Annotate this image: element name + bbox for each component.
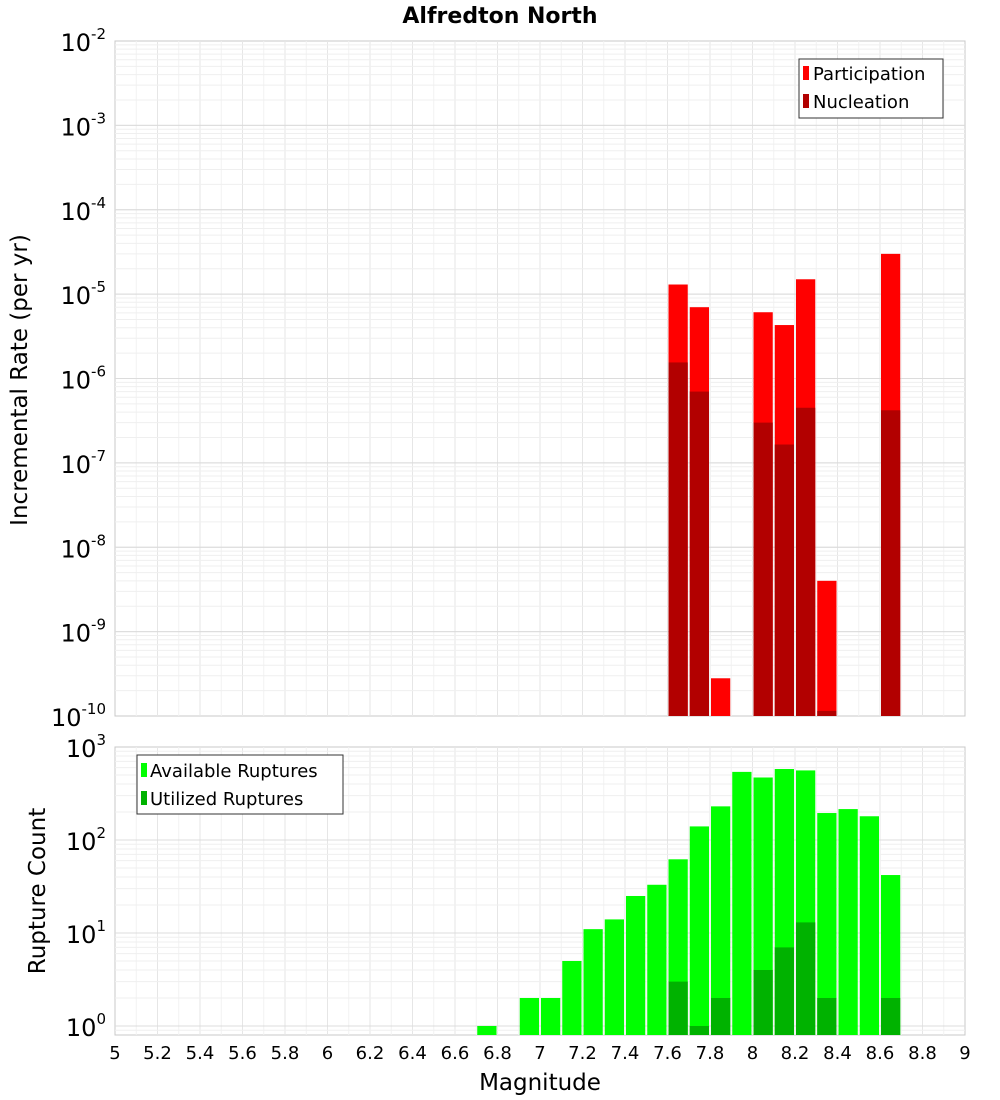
x-tick-label: 9 — [959, 1043, 970, 1064]
bottom-bar-available-ruptures — [477, 1025, 497, 1035]
x-axis-label: Magnitude — [479, 1070, 601, 1096]
utilized-ruptures-legend-label: Utilized Ruptures — [150, 789, 303, 810]
participation-legend-label: Participation — [813, 64, 925, 85]
top-bar-participation — [817, 580, 837, 716]
x-tick-label: 7.8 — [696, 1043, 725, 1064]
bottom-y-tick-label: 101 — [66, 917, 106, 949]
top-y-tick-label: 10-9 — [60, 616, 106, 648]
participation-legend-swatch — [803, 66, 809, 80]
top-y-tick-label: 10-10 — [51, 700, 106, 732]
top-y-tick-label: 10-5 — [60, 278, 106, 310]
x-tick-label: 6.4 — [398, 1043, 427, 1064]
top-grid — [115, 41, 965, 716]
top-y-tick-label: 10-8 — [60, 531, 106, 563]
bottom-bar-available-ruptures — [711, 806, 731, 1035]
x-tick-label: 5.2 — [143, 1043, 172, 1064]
bottom-bar-available-ruptures — [838, 809, 858, 1035]
bottom-bar-available-ruptures — [817, 813, 837, 1035]
top-bar-nucleation — [796, 407, 816, 716]
x-tick-label: 5.4 — [186, 1043, 215, 1064]
top-y-tick-label: 10-4 — [60, 194, 106, 226]
top-y-axis-label: Incremental Rate (per yr) — [7, 234, 33, 526]
bottom-y-tick-label: 100 — [66, 1010, 106, 1042]
bottom-bar-utilized-ruptures — [689, 1025, 709, 1035]
x-tick-label: 7 — [534, 1043, 545, 1064]
top-bar-nucleation — [668, 362, 688, 716]
x-tick-label: 6.6 — [441, 1043, 470, 1064]
rupture-count-panel: 100 101 102 103 Rupture Count Available Rup… — [25, 731, 971, 1096]
bottom-bar-utilized-ruptures — [774, 947, 794, 1035]
bottom-bar-available-ruptures — [881, 875, 901, 1035]
bottom-bar-available-ruptures — [604, 919, 624, 1035]
nucleation-legend-label: Nucleation — [813, 92, 909, 113]
participation-nucleation-panel: 10-10 10-9 10-8 10-7 10-6 10-5 10-4 10-3 10-2 In… — [7, 25, 966, 732]
bottom-bar-available-ruptures — [859, 816, 879, 1035]
top-bar-nucleation — [753, 422, 773, 716]
available-ruptures-legend-swatch — [141, 763, 147, 777]
top-bar-nucleation — [817, 710, 837, 716]
x-tick-label: 7.2 — [568, 1043, 597, 1064]
available-ruptures-legend-label: Available Ruptures — [150, 761, 318, 782]
x-tick-label: 7.6 — [653, 1043, 682, 1064]
bottom-bar-available-ruptures — [732, 771, 752, 1035]
bottom-bar-utilized-ruptures — [881, 997, 901, 1035]
top-bar-nucleation — [881, 410, 901, 716]
x-tick-label: 8.2 — [781, 1043, 810, 1064]
bottom-bar-utilized-ruptures — [817, 997, 837, 1035]
top-bar-participation — [711, 678, 731, 716]
x-tick-label: 8.4 — [823, 1043, 852, 1064]
top-bar-nucleation — [689, 391, 709, 716]
bottom-bar-available-ruptures — [626, 895, 646, 1035]
top-bars — [668, 253, 901, 716]
bottom-bar-utilized-ruptures — [668, 981, 688, 1035]
x-tick-label: 6.8 — [483, 1043, 512, 1064]
bottom-y-tick-label: 103 — [66, 731, 106, 763]
chart-title: Alfredton North — [402, 4, 597, 29]
top-y-tick-label: 10-2 — [60, 25, 106, 57]
bottom-bar-utilized-ruptures — [711, 997, 731, 1035]
x-tick-label: 6.2 — [356, 1043, 385, 1064]
x-tick-label: 5.6 — [228, 1043, 257, 1064]
top-y-tick-label: 10-7 — [60, 447, 106, 479]
bottom-y-ticks: 100 101 102 103 — [66, 731, 106, 1042]
top-bar-nucleation — [774, 444, 794, 716]
bottom-bar-available-ruptures — [519, 997, 539, 1035]
x-tick-label: 7.4 — [611, 1043, 640, 1064]
bottom-legend-box — [136, 754, 344, 815]
bottom-bar-available-ruptures — [562, 960, 582, 1035]
bottom-bar-available-ruptures — [583, 929, 603, 1035]
x-tick-label: 8 — [747, 1043, 758, 1064]
bottom-bars — [477, 769, 901, 1035]
bottom-grid — [115, 747, 965, 1035]
x-tick-label: 8.8 — [908, 1043, 937, 1064]
top-legend-box — [798, 58, 944, 119]
bottom-y-tick-label: 102 — [66, 824, 106, 856]
bottom-legend: Available Ruptures Utilized Ruptures — [136, 754, 344, 815]
top-y-tick-label: 10-6 — [60, 363, 106, 395]
bottom-bar-available-ruptures — [689, 826, 709, 1035]
utilized-ruptures-legend-swatch — [141, 791, 147, 805]
bottom-bar-utilized-ruptures — [753, 969, 773, 1035]
x-tick-label: 5.8 — [271, 1043, 300, 1064]
bottom-bar-available-ruptures — [541, 997, 561, 1035]
bottom-bar-utilized-ruptures — [796, 922, 816, 1035]
x-tick-label: 8.6 — [866, 1043, 895, 1064]
x-tick-label: 5 — [109, 1043, 120, 1064]
bottom-bar-available-ruptures — [647, 884, 667, 1035]
top-legend: Participation Nucleation — [798, 58, 944, 119]
x-tick-labels: 5 5.2 5.4 5.6 5.8 6 6.2 6.4 6.6 6.8 7 7.2 7.4 7.6 7.8 8… — [109, 1043, 970, 1064]
top-y-tick-label: 10-3 — [60, 109, 106, 141]
bottom-y-axis-label: Rupture Count — [25, 808, 51, 974]
top-y-ticks: 10-10 10-9 10-8 10-7 10-6 10-5 10-4 10-3 10-2 — [51, 25, 106, 732]
x-tick-label: 6 — [322, 1043, 333, 1064]
nucleation-legend-swatch — [803, 94, 809, 108]
